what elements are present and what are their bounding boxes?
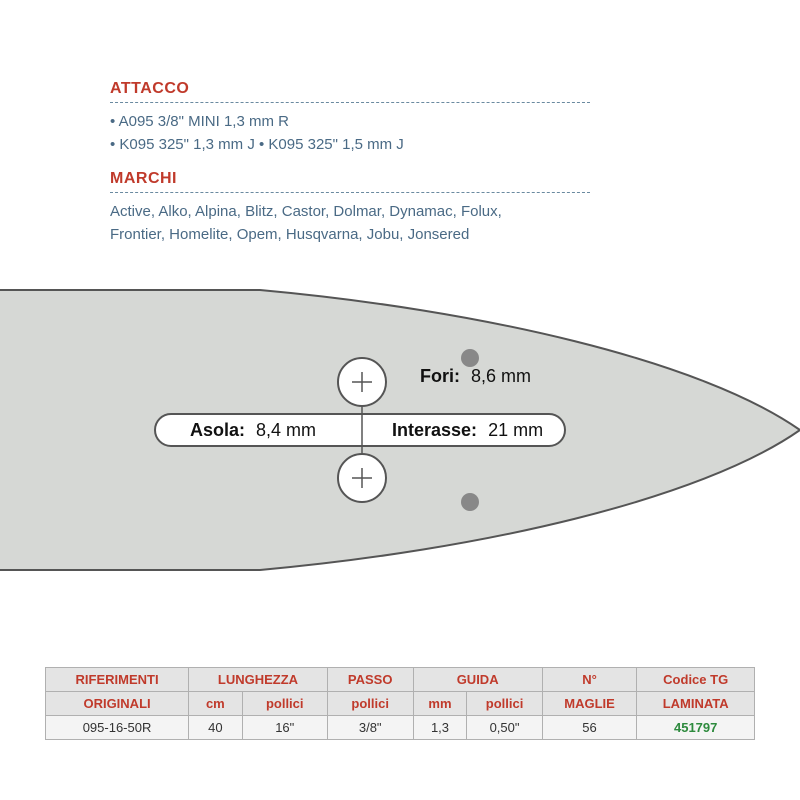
- th-lunghezza: LUNGHEZZA: [189, 668, 328, 692]
- th-maglie: MAGLIE: [542, 692, 637, 716]
- th-guida-pollici: pollici: [467, 692, 542, 716]
- th-laminata: LAMINATA: [637, 692, 755, 716]
- attacco-title: ATTACCO: [110, 80, 740, 98]
- cell-passo: 3/8": [327, 716, 413, 740]
- table-row: 095-16-50R 40 16" 3/8" 1,3 0,50" 56 4517…: [46, 716, 755, 740]
- th-pollici: pollici: [242, 692, 327, 716]
- rivet-upper: [461, 349, 479, 367]
- th-cm: cm: [189, 692, 243, 716]
- attacco-spec-1: • A095 3/8" MINI 1,3 mm R: [110, 111, 740, 134]
- marchi-section: MARCHI Active, Alko, Alpina, Blitz, Cast…: [110, 170, 740, 248]
- cell-codice: 451797: [637, 716, 755, 740]
- cell-guida-pollici: 0,50": [467, 716, 542, 740]
- th-passo: PASSO: [327, 668, 413, 692]
- th-passo-sub: pollici: [327, 692, 413, 716]
- rivet-lower: [461, 493, 479, 511]
- attacco-spec-2: • K095 325" 1,3 mm J • K095 325" 1,5 mm …: [110, 134, 740, 157]
- interasse-label: Interasse: 21 mm: [392, 420, 543, 440]
- th-n: N°: [542, 668, 637, 692]
- th-codice: Codice TG: [637, 668, 755, 692]
- cell-guida-mm: 1,3: [413, 716, 467, 740]
- th-riferimenti: RIFERIMENTI: [46, 668, 189, 692]
- cell-pollici: 16": [242, 716, 327, 740]
- bar-mount-diagram: Fori: 8,6 mm Asola: 8,4 mm Interasse: 21…: [0, 280, 800, 580]
- spec-table: RIFERIMENTI LUNGHEZZA PASSO GUIDA N° Cod…: [45, 667, 755, 740]
- cell-rif: 095-16-50R: [46, 716, 189, 740]
- th-guida-mm: mm: [413, 692, 467, 716]
- divider: [110, 102, 590, 103]
- attacco-section: ATTACCO • A095 3/8" MINI 1,3 mm R • K095…: [110, 80, 740, 156]
- marchi-brands: Active, Alko, Alpina, Blitz, Castor, Dol…: [110, 201, 550, 248]
- cell-maglie: 56: [542, 716, 637, 740]
- th-guida: GUIDA: [413, 668, 542, 692]
- cell-cm: 40: [189, 716, 243, 740]
- marchi-title: MARCHI: [110, 170, 740, 188]
- divider: [110, 192, 590, 193]
- th-originali: ORIGINALI: [46, 692, 189, 716]
- fori-label: Fori: 8,6 mm: [420, 366, 531, 386]
